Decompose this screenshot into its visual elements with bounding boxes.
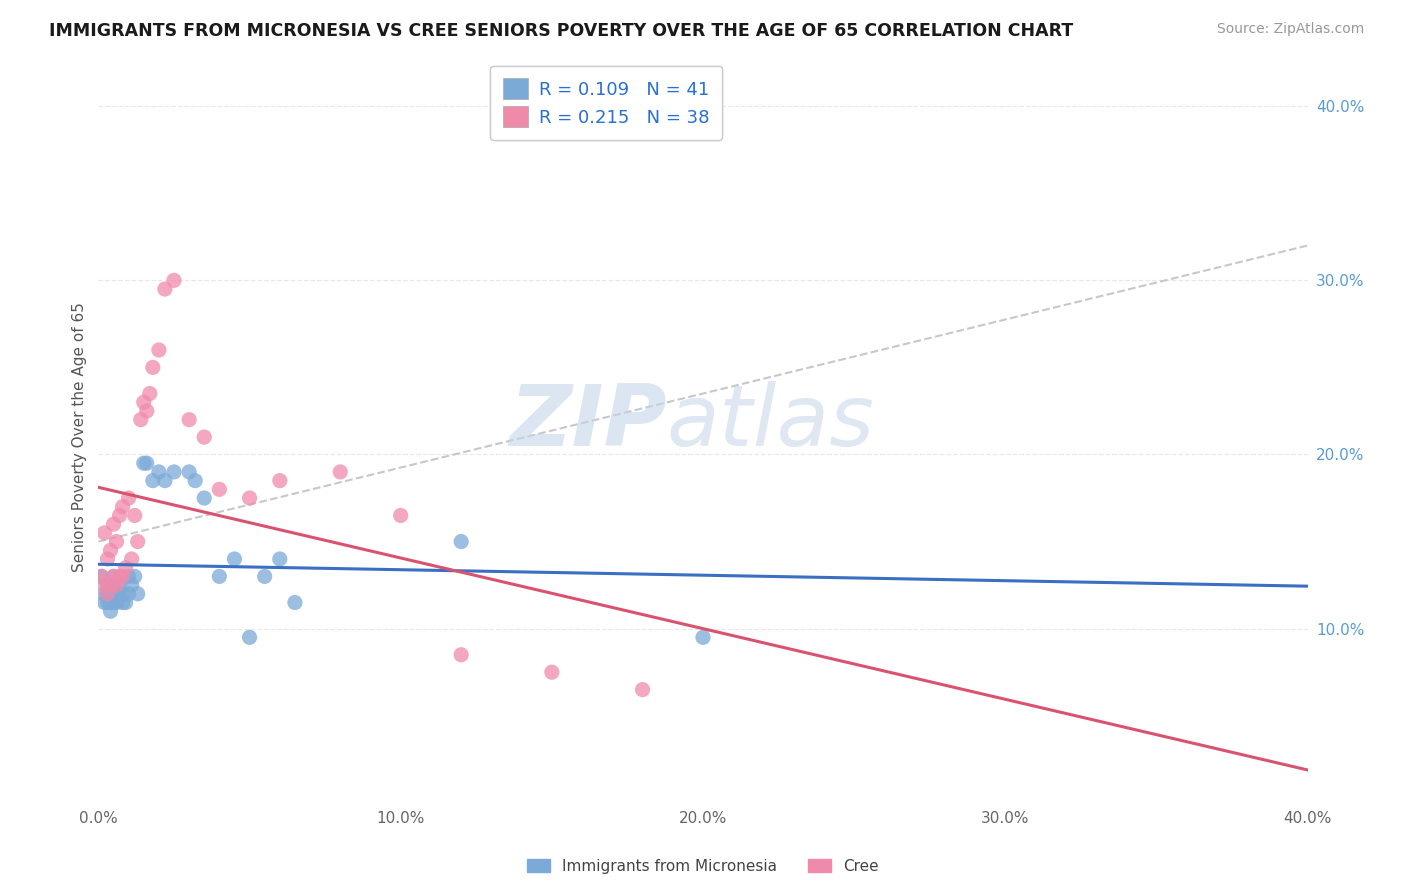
Point — [105, 595, 128, 609]
Point — [389, 508, 412, 523]
Point — [108, 587, 131, 601]
Point — [208, 569, 231, 583]
Point — [121, 578, 143, 592]
Point — [103, 569, 125, 583]
Point — [142, 474, 165, 488]
Point — [269, 552, 291, 566]
Point — [139, 386, 162, 401]
Point — [111, 595, 134, 609]
Point — [96, 552, 118, 566]
Text: ZIP: ZIP — [509, 381, 666, 464]
Point — [239, 491, 262, 505]
Point — [105, 534, 128, 549]
Point — [450, 534, 472, 549]
Point — [118, 491, 141, 505]
Point — [108, 578, 131, 592]
Point — [193, 430, 215, 444]
Point — [284, 595, 307, 609]
Point — [135, 456, 157, 470]
Point — [111, 587, 134, 601]
Y-axis label: Seniors Poverty Over the Age of 65: Seniors Poverty Over the Age of 65 — [72, 302, 87, 572]
Point — [90, 569, 112, 583]
Point — [124, 508, 146, 523]
Point — [93, 587, 115, 601]
Point — [114, 595, 136, 609]
Text: Source: ZipAtlas.com: Source: ZipAtlas.com — [1216, 22, 1364, 37]
Point — [127, 534, 149, 549]
Point — [184, 474, 207, 488]
Point — [135, 404, 157, 418]
Point — [153, 282, 176, 296]
Text: IMMIGRANTS FROM MICRONESIA VS CREE SENIORS POVERTY OVER THE AGE OF 65 CORRELATIO: IMMIGRANTS FROM MICRONESIA VS CREE SENIO… — [49, 22, 1073, 40]
Point — [239, 631, 262, 645]
Point — [100, 578, 122, 592]
Point — [90, 569, 112, 583]
Point — [450, 648, 472, 662]
Point — [179, 412, 201, 426]
Point — [163, 273, 186, 287]
Point — [121, 552, 143, 566]
Point — [105, 578, 128, 592]
Point — [103, 517, 125, 532]
Point — [118, 587, 141, 601]
Point — [93, 595, 115, 609]
Point — [148, 343, 170, 357]
Point — [129, 412, 152, 426]
Point — [179, 465, 201, 479]
Point — [631, 682, 654, 697]
Point — [224, 552, 246, 566]
Point — [111, 569, 134, 583]
Point — [108, 569, 131, 583]
Point — [132, 456, 155, 470]
Point — [108, 508, 131, 523]
Point — [193, 491, 215, 505]
Point — [540, 665, 562, 680]
Point — [153, 474, 176, 488]
Point — [118, 569, 141, 583]
Point — [208, 483, 231, 497]
Legend: R = 0.109   N = 41, R = 0.215   N = 38: R = 0.109 N = 41, R = 0.215 N = 38 — [491, 66, 723, 140]
Point — [96, 578, 118, 592]
Point — [124, 569, 146, 583]
Point — [127, 587, 149, 601]
Point — [148, 465, 170, 479]
Point — [132, 395, 155, 409]
Point — [142, 360, 165, 375]
Legend: Immigrants from Micronesia, Cree: Immigrants from Micronesia, Cree — [522, 853, 884, 880]
Point — [105, 587, 128, 601]
Point — [269, 474, 291, 488]
Point — [96, 587, 118, 601]
Point — [93, 578, 115, 592]
Point — [100, 604, 122, 618]
Point — [329, 465, 352, 479]
Point — [111, 500, 134, 514]
Point — [163, 465, 186, 479]
Point — [100, 595, 122, 609]
Point — [93, 525, 115, 540]
Point — [100, 578, 122, 592]
Point — [253, 569, 276, 583]
Point — [103, 595, 125, 609]
Point — [103, 578, 125, 592]
Text: atlas: atlas — [666, 381, 875, 464]
Point — [103, 569, 125, 583]
Point — [114, 560, 136, 574]
Point — [96, 595, 118, 609]
Point — [96, 587, 118, 601]
Point — [100, 543, 122, 558]
Point — [692, 631, 714, 645]
